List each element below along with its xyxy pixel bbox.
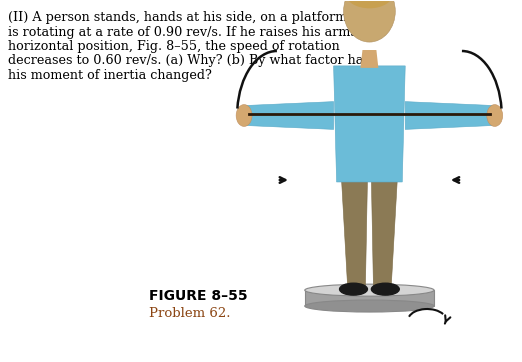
Ellipse shape: [343, 0, 395, 42]
Polygon shape: [405, 102, 495, 129]
Polygon shape: [372, 180, 397, 285]
Polygon shape: [361, 50, 378, 68]
Polygon shape: [244, 102, 334, 129]
Polygon shape: [334, 66, 405, 182]
Ellipse shape: [487, 105, 503, 126]
Text: FIGURE 8–55: FIGURE 8–55: [149, 289, 247, 303]
Text: horizontal position, Fig. 8–55, the speed of rotation: horizontal position, Fig. 8–55, the spee…: [8, 40, 340, 53]
Ellipse shape: [305, 284, 434, 296]
Ellipse shape: [340, 283, 367, 295]
Polygon shape: [341, 180, 367, 285]
Text: is rotating at a rate of 0.90 rev/s. If he raises his arms to a: is rotating at a rate of 0.90 rev/s. If …: [8, 26, 386, 39]
Ellipse shape: [372, 283, 399, 295]
Ellipse shape: [346, 0, 393, 8]
Text: his moment of inertia changed?: his moment of inertia changed?: [8, 69, 212, 82]
Text: Problem 62.: Problem 62.: [149, 307, 230, 320]
Ellipse shape: [236, 105, 252, 126]
Text: decreases to 0.60 rev/s. (a) Why? (b) By what factor has: decreases to 0.60 rev/s. (a) Why? (b) By…: [8, 54, 370, 67]
Text: (II) A person stands, hands at his side, on a platform that: (II) A person stands, hands at his side,…: [8, 11, 377, 24]
Polygon shape: [305, 290, 434, 306]
Ellipse shape: [305, 300, 434, 312]
